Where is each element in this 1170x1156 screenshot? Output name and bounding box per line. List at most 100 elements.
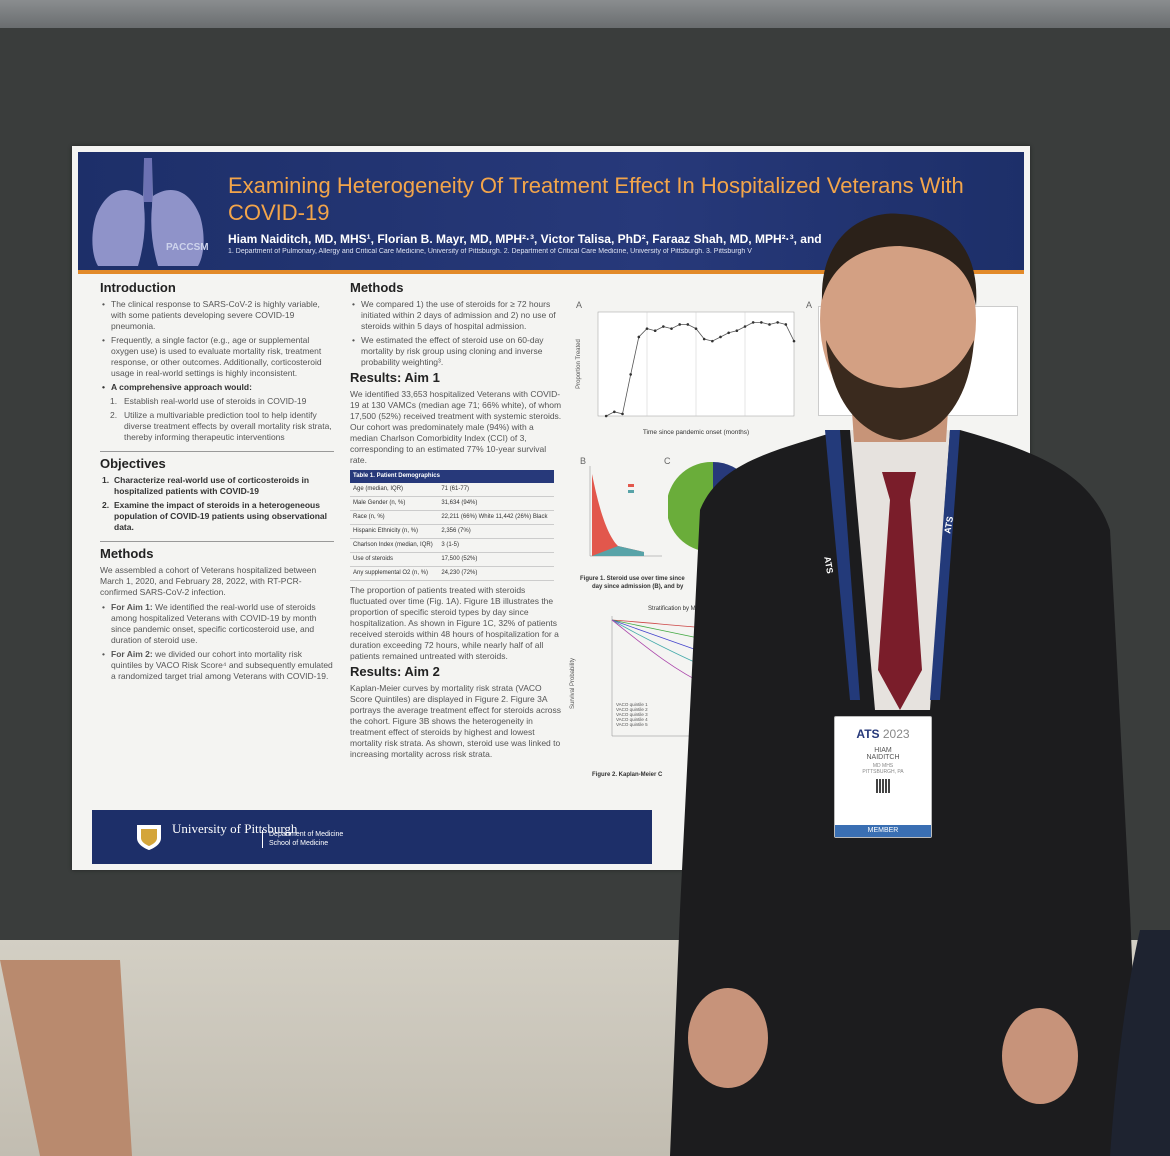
table-cell: Race (n, %) [350,510,439,525]
aim1-bullet: For Aim 1: We identified the real-world … [100,602,334,646]
badge-last-name: NAIDITCH [866,754,900,761]
data-point [637,335,641,339]
approach-item: Establish real-world use of steroids in … [100,396,334,407]
aim1-text: We identified the real-world use of ster… [111,602,317,645]
data-point [751,321,755,324]
table-cell: 3 (1-5) [438,538,554,553]
poster-column-left: Introduction The clinical response to SA… [100,278,334,685]
presenter-person [670,213,1140,1156]
table-cell: Charlson Index (median, IQR) [350,538,439,553]
table-row: Charlson Index (median, IQR) 3 (1-5) [350,538,554,553]
data-point [653,329,657,333]
department-name: Department of Medicine [269,831,344,838]
table-cell: Use of steroids [350,552,439,567]
legend-item: VACO quintile 2 [616,707,648,712]
badge-qr-code-icon [876,779,890,793]
legend-item: VACO quintile 5 [616,722,648,727]
table-cell: Age (median, IQR) [350,483,439,497]
bystander-leg [0,960,132,1156]
data-point [694,327,698,330]
table-row: Use of steroids 17,500 (52%) [350,552,554,567]
aim1-label: For Aim 1: [111,602,153,612]
intro-bullet: Frequently, a single factor (e.g., age o… [100,335,334,379]
objectives-heading: Objectives [100,456,166,471]
table-row: Hispanic Ethnicity (n, %) 2,356 (7%) [350,524,554,539]
data-point [792,339,796,343]
section-divider [100,541,334,542]
data-point [678,323,681,326]
x-axis-label: Time since pandemic onset (months) [643,429,749,436]
name-badge: ATS 2023 HIAM NAIDITCH MD MHS PITTSBURGH… [834,716,932,838]
intro-approach: A comprehensive approach would: [100,382,334,393]
table-cell: 71 (61-77) [438,483,554,497]
data-point [711,339,714,343]
data-point [670,327,673,330]
data-point [686,323,690,326]
results-aim1-heading: Results: Aim 1 [350,370,440,385]
badge-header: ATS 2023 [835,727,931,741]
legend-item: VACO quintile 3 [616,712,648,717]
table-row: Male Gender (n, %) 31,634 (94%) [350,496,554,511]
legend-item: VACO quintile 1 [616,702,648,707]
table-cell: Hispanic Ethnicity (n, %) [350,524,439,539]
table-cell: 2,356 (7%) [438,524,554,539]
y-axis-label: Proportion Treated [576,339,582,389]
poster-authors: Hiam Naiditch, MD, MHS¹, Florian B. Mayr… [228,232,822,246]
table-cell: Male Gender (n, %) [350,496,439,511]
table-cell: 22,211 (66%) White 11,442 (26%) Black [438,510,554,525]
results-aim1-text: We identified 33,653 hospitalized Vetera… [350,389,562,465]
demographics-table: Table 1. Patient Demographics Age (media… [350,470,554,581]
panel-label-b: B [580,456,587,466]
lungs-logo-icon [92,158,204,266]
figure-2-legend: VACO quintile 1 VACO quintile 2 VACO qui… [616,702,648,727]
badge-year: 2023 [882,727,910,741]
data-point [727,331,730,335]
data-point [645,327,649,330]
figure-1b-area-chart [589,466,662,557]
approach-item: Utilize a multivariable prediction tool … [100,410,334,443]
methods-bullet: We estimated the effect of steroid use o… [350,335,562,368]
paccsm-logo-text: PACCSM [166,242,209,253]
intro-bullet: The clinical response to SARS-CoV-2 is h… [100,299,334,332]
methods-bullet: We compared 1) the use of steroids for ≥… [350,299,562,332]
figure-2-ylabel: Survival Probability [570,657,577,710]
results-aim2-text: Kaplan-Meier curves by mortality risk st… [350,683,562,759]
banner-accent-line [78,270,1024,274]
objective-item: Examine the impact of steroids in a hete… [100,500,334,533]
badge-role: MEMBER [835,825,931,837]
panel-label-a: A [576,300,583,310]
methods-heading: Methods [100,546,154,561]
school-name: School of Medicine [269,840,329,847]
data-point [784,323,788,326]
data-point [662,325,665,328]
university-name: University of Pittsburgh [172,821,298,836]
poster-column-middle: Methods We compared 1) the use of steroi… [350,278,562,764]
data-point [735,329,739,333]
badge-first-name: HIAM [874,747,892,754]
table-row: Race (n, %) 22,211 (66%) White 11,442 (26… [350,510,554,525]
data-point [621,412,624,416]
data-point [629,373,632,376]
legend-item: VACO quintile 4 [616,717,648,722]
aim2-label: For Aim 2: [111,649,153,659]
badge-credentials: MD MHS [872,763,894,769]
panel-label-3a: A [806,300,813,310]
data-point [743,325,747,328]
department-text: Department of Medicine School of Medicin… [262,830,343,848]
figure-1-caption-2: day since admission (B), and by [592,584,684,590]
data-point [702,337,706,341]
methods-heading-2: Methods [350,280,404,295]
data-point [719,335,722,339]
table-title: Table 1. Patient Demographics [350,470,554,483]
university-seal-icon [137,825,161,850]
figure-1a-line-chart: Proportion Treated Time since pandemic on… [576,311,796,436]
table-row: Any supplemental O2 (n, %) 24,230 (72%) [350,566,554,581]
figure-1-caption: Figure 1. Steroid use over time since [580,576,685,582]
results-aim2-heading: Results: Aim 2 [350,664,440,679]
table-cell: 24,230 (72%) [438,566,554,581]
badge-location: PITTSBURGH, PA [862,769,904,775]
results-aim1-text-2: The proportion of patients treated with … [350,585,559,661]
data-point [776,321,779,324]
table-row: Age (median, IQR) 71 (61-77) [350,483,554,497]
aim2-bullet: For Aim 2: we divided our cohort into mo… [100,649,334,682]
